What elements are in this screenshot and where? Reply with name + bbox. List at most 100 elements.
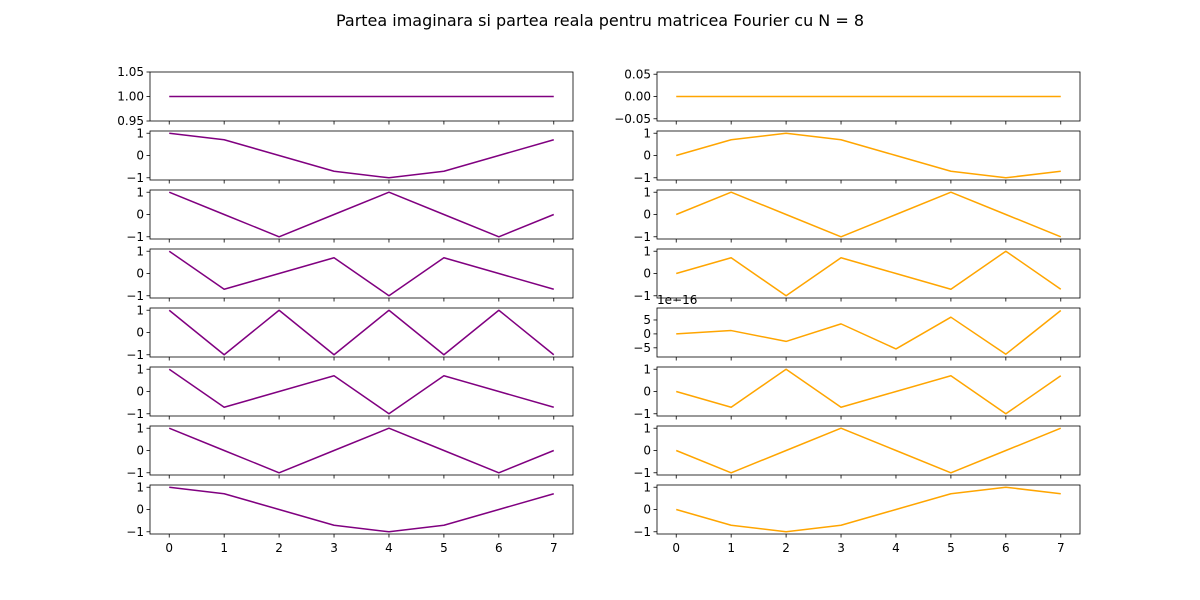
- right-row-7-subplot: −1 0 1: [633, 421, 1081, 480]
- left-row-5-ytick-label: −1: [126, 348, 144, 362]
- right-row-4-subplot: −1 0 1: [633, 244, 1081, 303]
- left-row-8-xtick-label: 4: [385, 541, 393, 555]
- left-row-8-ytick-label: 0: [136, 503, 144, 517]
- left-row-5-ytick-label: 0: [136, 326, 144, 340]
- left-row-6-ytick-label: 0: [136, 385, 144, 399]
- right-row-8-xtick-label: 6: [1002, 541, 1010, 555]
- right-row-3-ytick-label: 1: [643, 185, 651, 199]
- left-row-6-ytick-label: −1: [126, 407, 144, 421]
- right-row-5-subplot: −505 1e−16: [633, 293, 1081, 361]
- left-row-8-xtick-label: 2: [275, 541, 283, 555]
- left-row-7-subplot: −1 0 1: [126, 421, 574, 480]
- right-row-4-series-line: [676, 250, 1062, 297]
- right-row-8-ytick-label: 0: [643, 503, 651, 517]
- right-row-4-axes-frame: [656, 248, 1081, 299]
- right-row-6-series-line: [676, 368, 1062, 415]
- right-row-1-ytick-label: 0.00: [624, 90, 651, 104]
- left-row-4-subplot: −1 0 1: [126, 244, 574, 303]
- left-row-3-subplot: −1 0 1: [126, 185, 574, 244]
- right-row-8-xtick-label: 1: [727, 541, 735, 555]
- right-row-4-ytick-label: 1: [643, 244, 651, 258]
- right-row-3-ytick-label: 0: [643, 208, 651, 222]
- right-row-1-ytick-label: −0.05: [614, 112, 651, 126]
- right-row-4-ytick-label: −1: [633, 289, 651, 303]
- right-row-8-xtick-label: 4: [892, 541, 900, 555]
- right-row-6-ytick-label: 1: [643, 362, 651, 376]
- left-row-4-ytick-label: −1: [126, 289, 144, 303]
- right-row-6-ytick-label: −1: [633, 407, 651, 421]
- left-row-8-xtick-label: 6: [495, 541, 503, 555]
- right-row-2-ytick-label: 1: [643, 126, 651, 140]
- right-row-6-ytick-label: 0: [643, 385, 651, 399]
- left-row-8-xtick-label: 3: [330, 541, 338, 555]
- left-row-1-ytick-label: 1.00: [117, 90, 144, 104]
- right-row-7-series-line: [675, 427, 1062, 474]
- right-row-8-ytick-label: −1: [633, 525, 651, 539]
- left-row-3-ytick-label: 0: [136, 208, 144, 222]
- left-row-5-ytick-label: 1: [136, 303, 144, 317]
- left-row-5-series-line: [168, 309, 555, 356]
- figure-title: Partea imaginara si partea reala pentru …: [336, 11, 864, 30]
- right-row-2-ytick-label: 0: [643, 149, 651, 163]
- right-row-8-axes-frame: [656, 484, 1081, 535]
- left-row-4-ytick-label: 0: [136, 267, 144, 281]
- left-row-7-ytick-label: 1: [136, 421, 144, 435]
- right-row-8-xtick-label: 7: [1057, 541, 1065, 555]
- left-row-6-series-line: [168, 368, 554, 415]
- left-row-6-subplot: −1 0 1: [126, 362, 574, 421]
- left-row-8-ytick-label: 1: [136, 480, 144, 494]
- left-row-2-ytick-label: 0: [136, 149, 144, 163]
- left-row-8-xtick-label: 0: [165, 541, 173, 555]
- right-row-3-subplot: −1 0 1: [633, 185, 1081, 244]
- left-row-2-ytick-label: −1: [126, 171, 144, 185]
- right-row-5-series-line: [676, 309, 1062, 355]
- right-row-2-axes-frame: [656, 130, 1081, 181]
- right-row-6-axes-frame: [656, 366, 1081, 417]
- right-row-7-ytick-label: −1: [633, 466, 651, 480]
- right-row-8-subplot: −1 0 1 0 1 2 3 4 5 6 7: [633, 480, 1081, 555]
- left-row-3-ytick-label: 1: [136, 185, 144, 199]
- left-row-8-xtick-label: 7: [550, 541, 558, 555]
- right-row-8-series-line: [676, 486, 1061, 533]
- left-row-8-subplot: −1 0 1 0 1 2 3 4 5 6 7: [126, 480, 574, 555]
- left-row-4-axes-frame: [149, 248, 574, 299]
- right-row-7-ytick-label: 0: [643, 444, 651, 458]
- left-row-1-ytick-label: 1.05: [117, 65, 144, 79]
- left-row-8-xtick-label: 5: [440, 541, 448, 555]
- left-row-4-series-line: [168, 250, 554, 297]
- right-row-2-series-line: [676, 132, 1061, 179]
- left-row-7-ytick-label: −1: [126, 466, 144, 480]
- right-row-8-xtick-label: 0: [672, 541, 680, 555]
- left-row-4-ytick-label: 1: [136, 244, 144, 258]
- left-row-2-ytick-label: 1: [136, 126, 144, 140]
- right-row-5-ytick-label: 0: [643, 327, 651, 341]
- left-row-3-series-line: [168, 191, 555, 238]
- left-row-6-ytick-label: 1: [136, 362, 144, 376]
- left-row-5-subplot: −1 0 1: [126, 303, 574, 362]
- right-row-5-ytick-label: −5: [633, 341, 651, 355]
- left-row-8-series-line: [169, 486, 554, 533]
- right-row-1-ytick-label: 0.05: [624, 67, 651, 81]
- left-row-2-series-line: [169, 132, 554, 179]
- right-row-5-axes-frame: [656, 307, 1081, 358]
- right-row-3-series-line: [675, 191, 1062, 238]
- left-row-8-ytick-label: −1: [126, 525, 144, 539]
- right-row-8-xtick-label: 2: [782, 541, 790, 555]
- right-row-5-ytick-label: 5: [643, 313, 651, 327]
- right-row-6-subplot: −1 0 1: [633, 362, 1081, 421]
- left-row-8-xtick-label: 1: [220, 541, 228, 555]
- right-row-2-ytick-label: −1: [633, 171, 651, 185]
- right-row-5-offset-text: 1e−16: [657, 293, 697, 307]
- left-row-7-series-line: [168, 427, 555, 474]
- right-row-8-xtick-label: 5: [947, 541, 955, 555]
- left-row-3-ytick-label: −1: [126, 230, 144, 244]
- left-row-1-ytick-label: 0.95: [117, 114, 144, 128]
- right-row-8-xtick-label: 3: [837, 541, 845, 555]
- right-row-1-subplot: −0.05 0.00 0.05: [614, 67, 1081, 126]
- left-row-2-subplot: −1 0 1: [126, 126, 574, 185]
- right-row-8-ytick-label: 1: [643, 480, 651, 494]
- left-row-1-subplot: 0.95 1.00 1.05: [117, 65, 574, 128]
- right-row-7-ytick-label: 1: [643, 421, 651, 435]
- subplot-grid: 0.951.001.05−101−101−101−101−101−101−101…: [117, 65, 1081, 555]
